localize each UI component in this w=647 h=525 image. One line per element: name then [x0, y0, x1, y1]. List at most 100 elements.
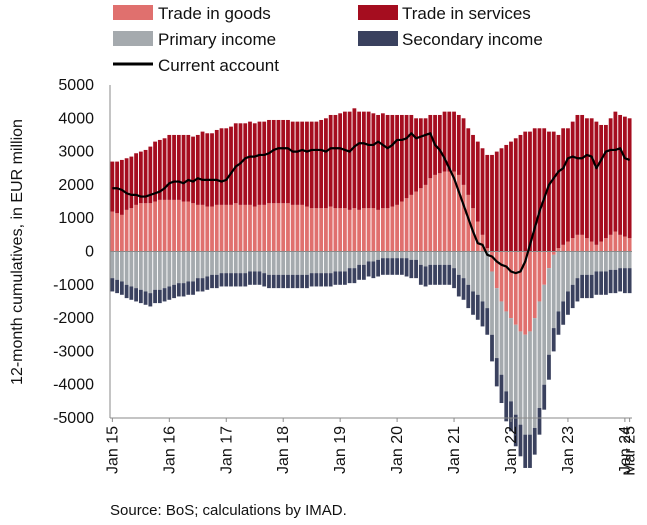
services-bar: [485, 154, 490, 249]
services-bar: [186, 134, 191, 202]
secondary-income-bar: [143, 291, 148, 305]
y-tick-label: 5000: [58, 77, 94, 94]
x-tick-label: Jan 18: [275, 426, 292, 474]
secondary-income-bar: [305, 274, 309, 289]
services-bar: [490, 154, 494, 252]
x-tick-label: Jan 16: [161, 426, 178, 474]
services-bar: [504, 144, 509, 252]
primary-income-bar: [547, 268, 551, 355]
secondary-income-bar: [357, 264, 362, 280]
services-bar: [523, 131, 528, 252]
goods-bar: [509, 251, 513, 319]
primary-income-bar: [347, 251, 352, 269]
primary-income-bar: [428, 251, 433, 265]
primary-income-bar: [490, 271, 494, 335]
services-bar: [613, 111, 618, 232]
primary-income-bar: [134, 251, 138, 289]
services-bar: [461, 118, 466, 185]
services-bar: [162, 138, 167, 200]
x-tick-label: Jan 21: [446, 426, 463, 474]
services-bar: [456, 114, 461, 175]
services-bar: [428, 114, 433, 179]
primary-income-bar: [589, 251, 594, 275]
secondary-income-bar: [262, 273, 267, 287]
services-bar: [376, 114, 381, 210]
primary-income-bar: [523, 334, 528, 435]
secondary-income-bar: [276, 274, 281, 289]
goods-bar: [499, 251, 504, 302]
services-bar: [547, 131, 551, 252]
primary-income-bar: [395, 251, 399, 259]
services-bar: [556, 134, 561, 249]
services-bar: [309, 121, 314, 209]
primary-income-bar: [566, 251, 570, 292]
primary-income-bar: [319, 251, 324, 274]
goods-bar: [461, 184, 466, 252]
goods-bar: [376, 209, 381, 252]
legend-swatch-primary: [113, 31, 153, 46]
services-bar: [200, 131, 205, 205]
services-bar: [205, 133, 210, 207]
primary-income-bar: [414, 251, 418, 260]
goods-bar: [542, 251, 547, 285]
x-tick-label: Jan 23: [560, 426, 577, 474]
secondary-income-bar: [566, 291, 570, 315]
secondary-income-bar: [604, 271, 608, 295]
goods-bar: [157, 199, 162, 252]
primary-income-bar: [509, 318, 513, 402]
goods-bar: [380, 208, 385, 252]
goods-bar: [224, 204, 229, 252]
goods-bar: [528, 251, 532, 332]
secondary-income-bar: [267, 274, 271, 289]
y-tick-label: -4000: [53, 377, 94, 394]
services-bar: [418, 118, 423, 189]
services-bar: [604, 124, 608, 239]
secondary-income-bar: [129, 286, 134, 300]
services-bar: [551, 131, 556, 252]
secondary-income-bar: [499, 374, 504, 404]
goods-bar: [594, 244, 599, 252]
goods-bar: [585, 238, 589, 252]
primary-income-bar: [399, 251, 404, 259]
primary-income-bar: [267, 251, 271, 275]
primary-income-bar: [343, 251, 347, 272]
y-axis-title: 12-month cumulatives, in EUR million: [9, 119, 26, 385]
services-bar: [385, 114, 390, 209]
secondary-income-bar: [551, 328, 556, 352]
secondary-income-bar: [404, 258, 409, 277]
primary-income-bar: [333, 251, 338, 272]
secondary-income-bar: [162, 288, 167, 302]
secondary-income-bar: [409, 259, 414, 279]
primary-income-bar: [191, 251, 195, 282]
primary-income-bar: [423, 251, 428, 267]
secondary-income-bar: [371, 261, 376, 279]
current-account-line-layer: [112, 132, 630, 275]
goods-bar: [233, 203, 238, 252]
secondary-income-bar: [390, 258, 395, 275]
goods-bar: [475, 221, 480, 252]
services-bar: [176, 134, 181, 200]
secondary-income-bar: [167, 286, 172, 300]
secondary-income-bar: [224, 273, 229, 287]
secondary-income-bar: [461, 278, 466, 300]
goods-bar: [229, 204, 233, 252]
y-tick-label: -1000: [53, 277, 94, 294]
goods-bar: [267, 203, 271, 252]
goods-bar: [589, 241, 594, 252]
goods-bar: [371, 208, 376, 252]
primary-income-bar: [585, 251, 589, 275]
x-tick-label: Mar 25: [622, 426, 639, 476]
primary-income-bar: [385, 251, 390, 259]
secondary-income-bar: [485, 308, 490, 335]
services-bar: [580, 114, 585, 235]
primary-income-bar: [276, 251, 281, 275]
services-bar: [262, 121, 267, 205]
goods-bar: [167, 199, 172, 252]
primary-income-bar: [148, 251, 153, 294]
goods-bar: [428, 178, 433, 252]
y-tick-label: 4000: [58, 110, 94, 127]
primary-income-bar: [471, 251, 475, 292]
goods-bar: [385, 208, 390, 252]
goods-bar: [551, 251, 556, 255]
services-bar: [343, 111, 347, 209]
